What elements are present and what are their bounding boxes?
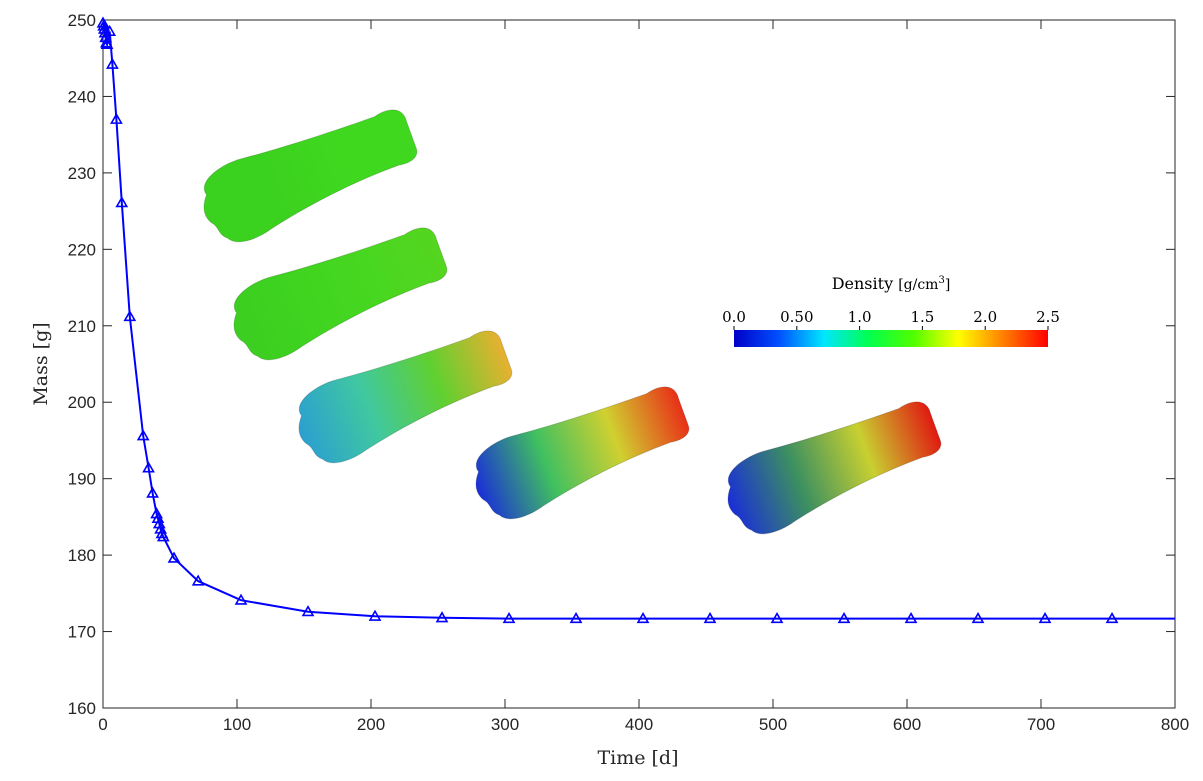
y-tick-label: 230 (68, 164, 96, 183)
data-point (703, 611, 717, 624)
y-tick-label: 170 (68, 623, 96, 642)
colorbar-title: Density [g/cm3] (832, 274, 951, 293)
data-point (106, 57, 119, 69)
x-tick-label: 100 (223, 715, 251, 734)
y-tick-label: 220 (68, 240, 96, 259)
x-tick-label: 200 (357, 715, 385, 734)
series-mass (96, 16, 1175, 624)
y-tick-label: 200 (68, 393, 96, 412)
data-point (770, 611, 784, 624)
colorbar-tick-label: 0.50 (780, 308, 813, 326)
bone-shape (475, 386, 690, 520)
colorbar-tick-label: 0.0 (722, 308, 746, 326)
x-tick-label: 0 (98, 715, 107, 734)
bone-3 (475, 386, 690, 520)
data-point (368, 609, 382, 621)
data-point (156, 530, 170, 542)
data-point (234, 593, 248, 605)
y-axis-title: Mass [g] (30, 322, 52, 405)
colorbar-tick-label: 2.5 (1036, 308, 1060, 326)
data-point (98, 26, 112, 38)
density-colorbar: 0.0 0.50 1.0 1.5 2.0 2.5 Density [g/cm3] (722, 274, 1060, 347)
data-point (146, 486, 159, 498)
colorbar-tick-label: 1.5 (910, 308, 934, 326)
y-tick-label: 240 (68, 87, 96, 106)
data-point (636, 611, 650, 624)
x-tick-label: 500 (759, 715, 787, 734)
y-tick-label: 160 (68, 699, 96, 718)
data-point (837, 611, 851, 624)
y-tick-label: 190 (68, 470, 96, 489)
bone-1 (233, 227, 448, 361)
y-tick-label: 210 (68, 317, 96, 336)
data-point (904, 611, 918, 624)
data-point (100, 37, 114, 50)
data-point (167, 551, 181, 563)
x-tick-label: 600 (893, 715, 921, 734)
data-point (1038, 611, 1052, 624)
x-tick-label: 800 (1161, 715, 1189, 734)
bone-0 (203, 109, 418, 243)
axes: 0 100 200 300 400 500 600 700 800 160 170 180 190 200… (68, 11, 1190, 734)
y-tick-label: 250 (68, 11, 96, 30)
y-tick-label: 180 (68, 546, 96, 565)
data-point (115, 196, 129, 208)
bone-shape (298, 330, 513, 464)
data-point (123, 309, 137, 322)
data-point (569, 611, 583, 624)
bone-shape (203, 109, 418, 243)
data-point (136, 429, 150, 441)
data-point (191, 574, 205, 586)
colorbar-gradient (734, 330, 1048, 347)
data-point (971, 611, 985, 624)
x-tick-label: 400 (625, 715, 653, 734)
colorbar-tick-label: 2.0 (973, 308, 997, 326)
data-point (154, 522, 167, 534)
data-point (97, 22, 111, 34)
data-point (142, 461, 155, 473)
data-point (301, 605, 315, 617)
bone-density-insets (203, 109, 942, 535)
data-point (502, 611, 516, 624)
bone-2 (298, 330, 513, 464)
data-point (435, 611, 449, 623)
x-axis-title: Time [d] (597, 747, 678, 769)
data-point (150, 507, 163, 519)
bone-shape (727, 401, 942, 535)
data-point (110, 112, 123, 124)
data-point (103, 24, 117, 37)
x-tick-label: 700 (1027, 715, 1055, 734)
colorbar-tick-label: 1.0 (848, 308, 872, 326)
bone-shape (233, 227, 448, 361)
bone-4 (727, 401, 942, 535)
data-point (1105, 611, 1119, 624)
x-tick-label: 300 (491, 715, 519, 734)
